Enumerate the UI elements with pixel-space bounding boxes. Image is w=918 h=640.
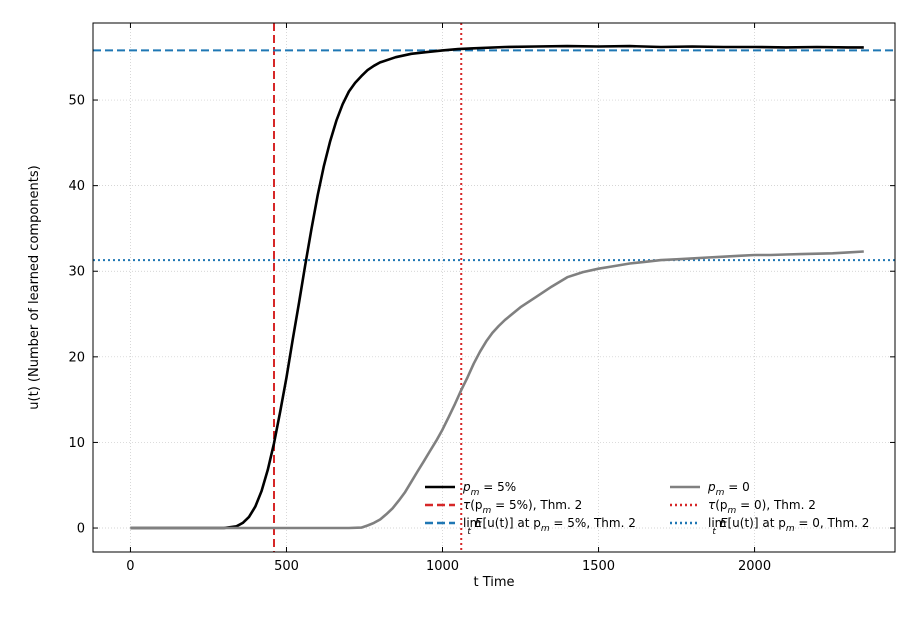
- legend-entry-label: pm = 0: [707, 480, 750, 498]
- reference-lines: [93, 23, 895, 552]
- legend-entry-label: lim tE[u(t)] at pm = 0, Thm. 2: [708, 516, 869, 537]
- x-tick-label: 2000: [738, 559, 771, 574]
- y-tick-label: 40: [68, 179, 85, 194]
- x-tick-label: 1000: [426, 559, 459, 574]
- y-tick-label: 50: [68, 94, 85, 109]
- y-tick-label: 20: [68, 350, 85, 365]
- grid: [93, 23, 895, 552]
- legend-entry-label: lim tE[u(t)] at pm = 5%, Thm. 2: [463, 516, 636, 537]
- y-tick-label: 30: [68, 265, 85, 280]
- series-line: [130, 44, 864, 530]
- x-axis-label: t Time: [473, 575, 514, 590]
- legend-entry-label: τ(pm = 0), Thm. 2: [708, 498, 816, 516]
- legend-entry-label: τ(pm = 5%), Thm. 2: [463, 498, 582, 516]
- x-tick-label: 1500: [582, 559, 615, 574]
- x-tick-label: 500: [274, 559, 299, 574]
- ticks: 0 500 1000 1500 2000 0 10 20 30 40 50: [68, 23, 895, 574]
- y-tick-label: 10: [68, 436, 85, 451]
- y-axis-label: u(t) (Number of learned components): [27, 165, 42, 409]
- series-line: [130, 250, 864, 530]
- series-lines: [130, 44, 864, 530]
- x-tick-label: 0: [126, 559, 134, 574]
- y-tick-label: 0: [77, 522, 85, 537]
- legend-entry-label: pm = 5%: [462, 480, 516, 498]
- plot-frame: [92, 22, 896, 553]
